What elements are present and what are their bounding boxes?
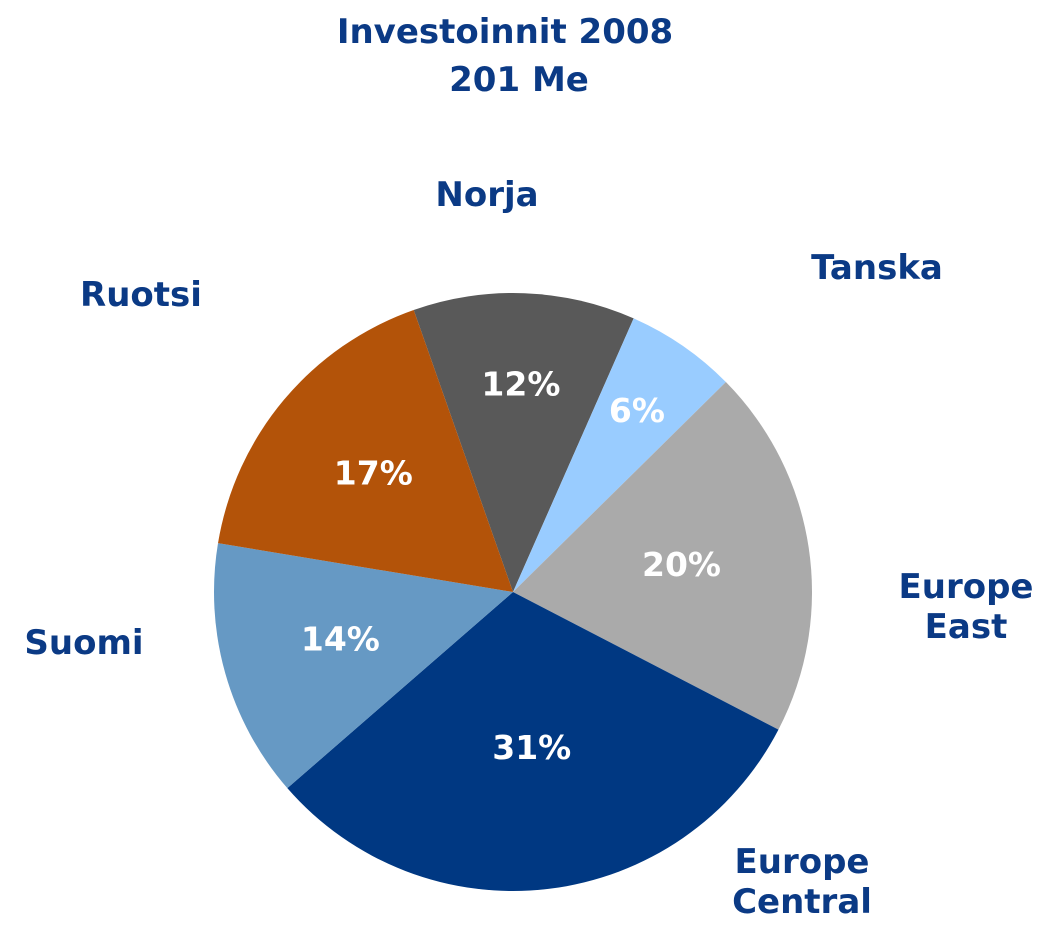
pie-slice xyxy=(214,543,514,789)
category-label: Suomi xyxy=(24,623,144,663)
category-label: Tanska xyxy=(811,248,943,288)
value-label: 6% xyxy=(609,391,665,430)
pie-slice xyxy=(413,293,634,592)
value-label: 20% xyxy=(642,545,721,584)
pie-slice xyxy=(513,382,812,730)
category-label: Europe East xyxy=(898,567,1034,647)
chart-subtitle: 201 Me xyxy=(449,60,589,100)
value-label: 17% xyxy=(334,453,413,492)
value-label: 31% xyxy=(492,728,571,767)
pie-slice xyxy=(218,309,513,592)
value-label: 14% xyxy=(301,619,380,658)
pie-slice xyxy=(287,592,779,891)
category-label: Ruotsi xyxy=(80,275,202,315)
pie-slice xyxy=(513,318,726,592)
category-label: Europe Central xyxy=(732,842,872,922)
category-label: Norja xyxy=(435,175,539,215)
value-label: 12% xyxy=(481,364,560,403)
chart-title: Investoinnit 2008 xyxy=(336,12,674,52)
